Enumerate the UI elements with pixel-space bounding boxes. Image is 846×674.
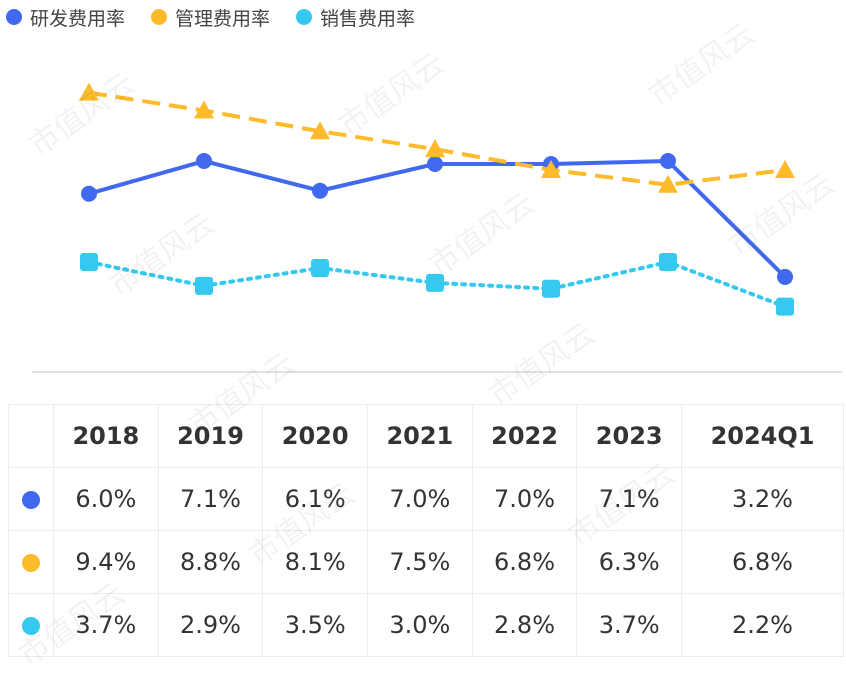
table-cell: 8.8% [158,530,264,594]
table-cell: 9.4% [53,530,159,594]
data-point-0-5[interactable] [660,153,676,170]
data-point-2-4[interactable] [542,279,560,298]
table-cell: 8.1% [262,530,369,594]
table-cell: 6.8% [681,530,844,594]
data-point-0-3[interactable] [427,156,443,172]
table-header-cell: 2018 [53,404,159,468]
data-point-1-6[interactable] [775,159,795,178]
data-point-2-3[interactable] [426,273,444,292]
data-point-0-1[interactable] [196,153,212,170]
data-point-1-1[interactable] [194,100,214,119]
table-cell: 3.2% [681,467,844,531]
table-cell: 3.7% [576,593,683,657]
table-cell: 7.1% [576,467,683,531]
table-cell: 7.0% [472,467,578,531]
table-header-cell: 2022 [472,404,578,468]
table-cell: 3.0% [367,593,473,657]
table-cell: 3.5% [262,593,369,657]
table-header-cell: 2021 [367,404,473,468]
legend: 研发费用率 管理费用率 销售费用率 [6,4,441,30]
data-point-0-2[interactable] [312,182,328,199]
legend-label-admin: 管理费用率 [175,7,271,30]
line-chart [32,82,842,373]
data-point-1-4[interactable] [541,159,561,178]
table-cell: 7.0% [367,467,473,531]
series-line-0 [88,159,787,279]
table-header-cell: 2019 [158,404,264,468]
legend-item-admin[interactable]: 管理费用率 [151,4,270,31]
data-point-1-5[interactable] [658,174,678,193]
table-row-rd: 6.0% 7.1% 6.1% 7.0% 7.0% 7.1% 3.2% [8,467,844,531]
table-cell: 6.3% [576,530,683,594]
legend-label-rd: 研发费用率 [30,7,126,30]
legend-dot-rd [6,9,22,25]
legend-dot-sales [296,9,313,25]
table-row-marker [8,467,54,531]
legend-item-rd[interactable]: 研发费用率 [6,4,125,31]
table-cell: 7.1% [158,467,264,531]
legend-item-sales[interactable]: 销售费用率 [296,4,415,31]
data-point-2-1[interactable] [195,276,213,295]
table-header-cell: 2023 [576,404,683,468]
table-cell: 6.0% [53,467,159,531]
table-cell: 6.8% [472,530,578,594]
table-header-cell: 2024Q1 [681,404,844,468]
table-row-admin: 9.4% 8.8% 8.1% 7.5% 6.8% 6.3% 6.8% [8,530,844,594]
row-dot-admin [22,554,40,572]
table-row-marker [8,593,54,657]
table-header-row: 2018 2019 2020 2021 2022 2023 2024Q1 [8,404,844,468]
data-point-1-3[interactable] [425,139,445,158]
table-cell: 7.5% [367,530,473,594]
table-cell: 2.2% [681,593,844,657]
table-row-sales: 3.7% 2.9% 3.5% 3.0% 2.8% 3.7% 2.2% [8,593,844,657]
legend-dot-admin [151,9,168,25]
data-point-2-6[interactable] [776,297,794,316]
table-header-blank [8,404,54,468]
legend-label-sales: 销售费用率 [320,7,416,30]
table-cell: 6.1% [262,467,369,531]
table-cell: 3.7% [53,593,159,657]
table-row-marker [8,530,54,594]
data-point-1-0[interactable] [79,82,99,101]
table-cell: 2.8% [472,593,578,657]
table-header-cell: 2020 [262,404,369,468]
data-table: 2018 2019 2020 2021 2022 2023 2024Q1 6.0… [8,404,844,657]
data-point-0-0[interactable] [81,185,97,202]
data-point-1-2[interactable] [310,121,330,140]
row-dot-rd [22,491,40,509]
row-dot-sales [22,617,40,635]
table-cell: 2.9% [158,593,264,657]
data-point-2-2[interactable] [311,259,329,277]
data-point-0-6[interactable] [777,268,793,285]
data-point-2-5[interactable] [659,253,677,272]
data-point-2-0[interactable] [80,253,98,272]
